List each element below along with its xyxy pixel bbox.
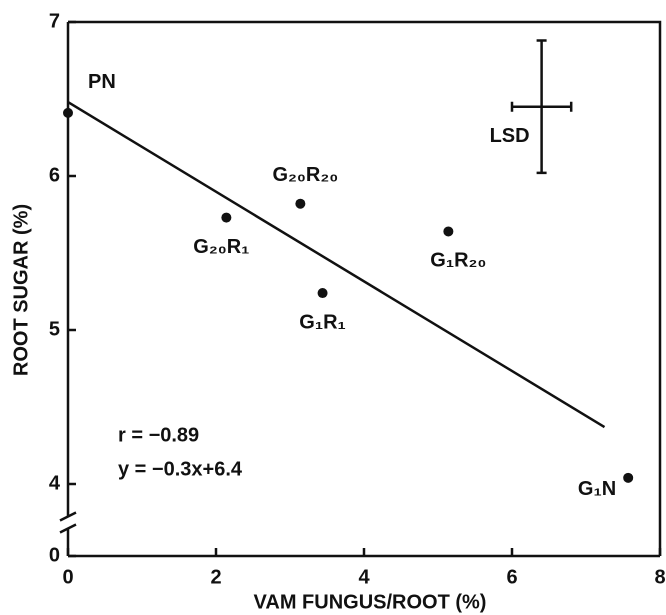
annotation: y = −0.3x+6.4	[118, 458, 243, 480]
y-axis-label: ROOT SUGAR (%)	[10, 204, 32, 376]
y-tick-label: 0	[49, 544, 60, 566]
y-tick-label: 7	[49, 10, 60, 32]
fit-line	[67, 101, 606, 429]
point-label: G₁R₁	[299, 311, 346, 333]
data-point	[221, 212, 232, 223]
data-point	[623, 472, 634, 483]
lsd-label: LSD	[490, 125, 530, 147]
x-tick-label: 6	[506, 566, 517, 588]
data-point	[295, 198, 306, 209]
x-axis-label: VAM FUNGUS/ROOT (%)	[254, 591, 487, 613]
point-label: PN	[88, 71, 116, 93]
point-label: G₁N	[578, 478, 616, 500]
data-point	[317, 288, 328, 299]
data-point	[443, 226, 454, 237]
x-tick-label: 0	[62, 566, 73, 588]
plot-frame	[68, 20, 662, 556]
y-tick-label: 5	[49, 318, 60, 340]
data-point	[63, 107, 73, 118]
point-label: G₂₀R₁	[193, 236, 249, 258]
x-tick-label: 8	[654, 566, 665, 588]
y-tick-label: 4	[49, 472, 61, 494]
y-tick-label: 6	[49, 164, 60, 186]
axis-break	[59, 511, 77, 534]
x-tick-label: 4	[358, 566, 370, 588]
point-label: G₂₀R₂₀	[272, 164, 338, 186]
lsd-y-bar	[536, 39, 547, 175]
x-tick-label: 2	[210, 566, 221, 588]
annotation: r = −0.89	[118, 424, 199, 446]
point-label: G₁R₂₀	[430, 250, 486, 272]
